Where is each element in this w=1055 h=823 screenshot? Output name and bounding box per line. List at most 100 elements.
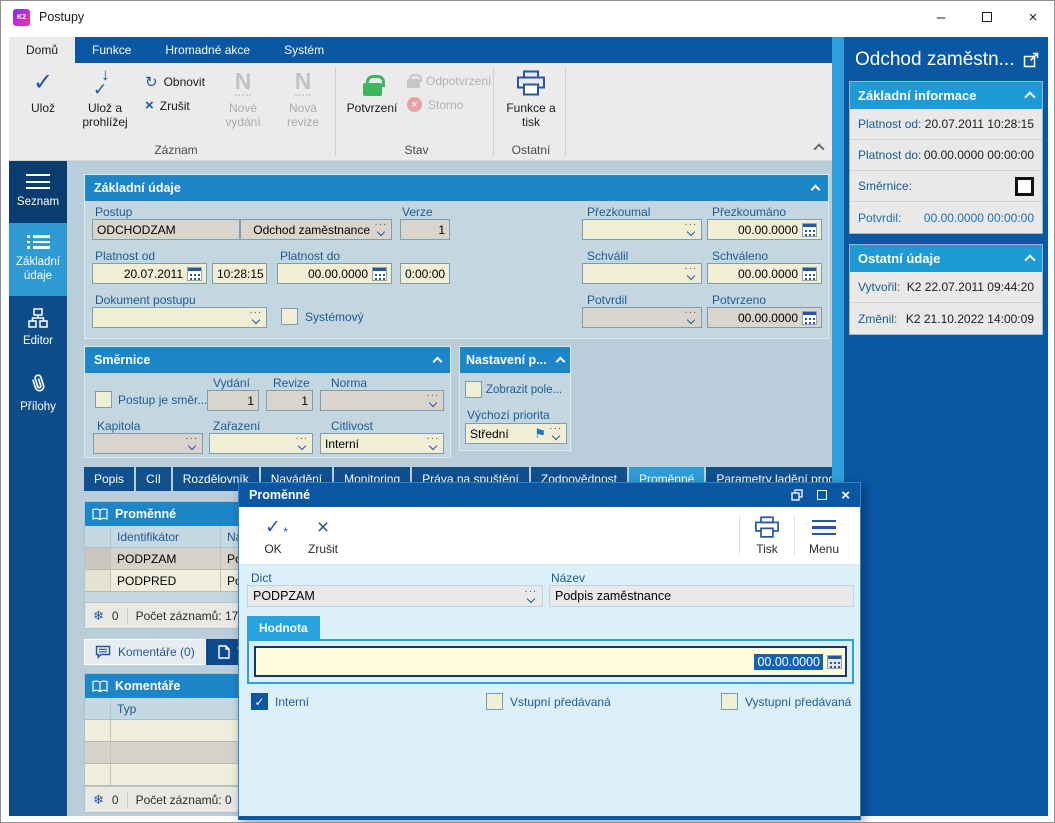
chevron-up-icon[interactable]	[1024, 254, 1036, 266]
calendar-icon[interactable]	[827, 654, 842, 669]
tab-popis[interactable]: Popis	[84, 467, 135, 491]
dialog-title-bar[interactable]: Proměnné ×	[239, 483, 860, 507]
platnost-od-time-field[interactable]: 10:28:15	[212, 263, 267, 284]
postup-je-smernice-checkbox[interactable]	[95, 391, 112, 408]
footer-separator	[126, 791, 128, 808]
platnost-od-field[interactable]: 20.07.2011	[92, 263, 207, 284]
column-typ[interactable]: Typ	[117, 701, 137, 716]
vystupni-predavana-checkbox[interactable]	[721, 693, 738, 710]
info-row: Směrnice:	[850, 171, 1042, 202]
chevron-up-icon[interactable]	[555, 356, 566, 367]
storno-button: × Storno	[407, 97, 463, 112]
calendar-icon[interactable]	[187, 266, 202, 281]
record-count: Počet záznamů: 17	[135, 608, 239, 623]
restore-icon[interactable]	[791, 489, 803, 501]
potvrdil-field	[582, 307, 702, 328]
chevron-up-icon[interactable]	[432, 356, 443, 367]
postup-label: Postup	[95, 205, 133, 219]
dialog-maximize-button[interactable]	[817, 490, 828, 500]
print-button[interactable]: Tisk	[746, 512, 788, 556]
systemovy-checkbox[interactable]	[281, 308, 298, 325]
new-issue-button: N Nové vydání	[225, 68, 261, 130]
zobrazit-pole-checkbox[interactable]	[465, 381, 482, 398]
tab-cil[interactable]: Cíl	[136, 467, 171, 491]
platnost-do-label: Platnost do	[280, 249, 341, 263]
footer-separator	[126, 607, 128, 624]
ribbon-tab-hromadne-akce[interactable]: Hromadné akce	[165, 43, 251, 57]
close-button[interactable]: ×	[1028, 8, 1038, 26]
column-identifikator[interactable]: Identifikátor	[111, 526, 221, 547]
paperclip-icon	[31, 374, 44, 392]
dict-field[interactable]: PODPZAM	[247, 585, 543, 607]
vstupni-predavana-checkbox[interactable]	[486, 693, 503, 710]
prezkoumal-field[interactable]	[582, 219, 702, 240]
smernice-checkbox[interactable]	[1015, 176, 1034, 196]
ribbon-collapse-button[interactable]	[813, 143, 825, 155]
sidebar-item-prilohy[interactable]: Přílohy	[9, 361, 67, 426]
ribbon-tab-funkce[interactable]: Funkce	[92, 43, 132, 57]
save-and-view-button[interactable]: ↓ ✓ Ulož a prohlížej	[82, 65, 128, 130]
refresh-icon: ↻	[145, 74, 158, 91]
dropdown-icon[interactable]	[524, 591, 537, 602]
speech-bubble-icon	[95, 645, 111, 659]
dokument-postupu-field[interactable]	[92, 307, 267, 328]
calendar-icon[interactable]	[802, 266, 817, 281]
zarazeni-field[interactable]	[209, 433, 313, 454]
vystupni-predavana-label: Vystupní předávaná	[745, 695, 852, 709]
row-selector[interactable]	[85, 548, 111, 569]
flag-icon: ⚑	[534, 425, 546, 441]
tab-komentare[interactable]: Komentáře (0)	[84, 639, 206, 665]
dropdown-icon	[684, 312, 697, 323]
panel-header: Směrnice	[85, 347, 450, 373]
chevron-up-icon[interactable]	[810, 184, 821, 195]
dialog-cancel-button[interactable]: × Zrušit	[308, 515, 338, 557]
refresh-button[interactable]: ↻ Obnovit	[145, 74, 205, 91]
panel-smernice: Směrnice Postup je směr... Vydání 1 Revi…	[84, 346, 451, 458]
calendar-icon[interactable]	[802, 222, 817, 237]
sidebar-item-zakladni-udaje[interactable]: Základní údaje	[9, 223, 67, 296]
popout-button[interactable]	[1023, 52, 1039, 71]
nazev-label: Název	[551, 571, 586, 585]
schvaleno-field[interactable]: 00.00.0000	[707, 263, 822, 284]
ribbon-tab-domu[interactable]: Domů	[9, 37, 76, 63]
platnost-do-field[interactable]: 00.00.0000	[277, 263, 392, 284]
sidebar-item-editor[interactable]: Editor	[9, 296, 67, 361]
nazev-field[interactable]: Podpis zaměstnance	[549, 585, 854, 607]
value-input-field[interactable]: 00.00.0000	[254, 646, 847, 677]
platnost-do-time-field[interactable]: 0:00:00	[400, 263, 450, 284]
postup-id-field[interactable]: ODCHODZAM	[92, 219, 240, 240]
schvalil-field[interactable]	[582, 263, 702, 284]
save-view-icon: ↓ ✓	[93, 65, 110, 99]
sidebar-item-seznam[interactable]: Seznam	[9, 161, 67, 223]
confirm-button[interactable]: Potvrzení	[340, 65, 404, 141]
postup-name-field[interactable]: Odchod zaměstnance	[240, 219, 392, 240]
dropdown-icon[interactable]	[684, 224, 697, 235]
card-zakladni-informace: Základní informace Platnost od: 20.07.201…	[849, 81, 1043, 234]
functions-print-button[interactable]: Funkce a tisk	[501, 65, 561, 141]
save-button[interactable]: ✓ Ulož	[30, 68, 55, 115]
calendar-icon[interactable]	[372, 266, 387, 281]
chevron-up-icon[interactable]	[1024, 91, 1036, 103]
dropdown-icon[interactable]	[295, 438, 308, 449]
k2-logo-icon: K2	[13, 8, 30, 26]
citlivost-field[interactable]: Interní	[320, 433, 444, 454]
tab-hodnota[interactable]: Hodnota	[247, 616, 320, 639]
row-selector[interactable]	[85, 570, 111, 591]
vychozi-priorita-field[interactable]: Střední ⚑	[465, 423, 567, 444]
maximize-button[interactable]	[964, 1, 1010, 33]
prezkoumano-field[interactable]: 00.00.0000	[707, 219, 822, 240]
dropdown-icon[interactable]	[426, 438, 439, 449]
printer-icon	[517, 70, 545, 95]
interni-checkbox[interactable]: ✓	[251, 693, 268, 710]
dropdown-icon[interactable]	[374, 224, 387, 235]
menu-button[interactable]: Menu	[801, 512, 847, 556]
vstupni-predavana-label: Vstupní předávaná	[510, 695, 611, 709]
ok-button[interactable]: ✓ * OK	[264, 516, 288, 557]
dialog-close-button[interactable]: ×	[841, 486, 850, 504]
cancel-button[interactable]: × Zrušit	[145, 97, 190, 114]
minimize-button[interactable]: –	[936, 8, 946, 26]
ribbon-tab-system[interactable]: Systém	[284, 43, 325, 57]
dropdown-icon[interactable]	[684, 268, 697, 279]
dropdown-icon[interactable]	[249, 312, 262, 323]
dropdown-icon[interactable]	[549, 428, 562, 439]
